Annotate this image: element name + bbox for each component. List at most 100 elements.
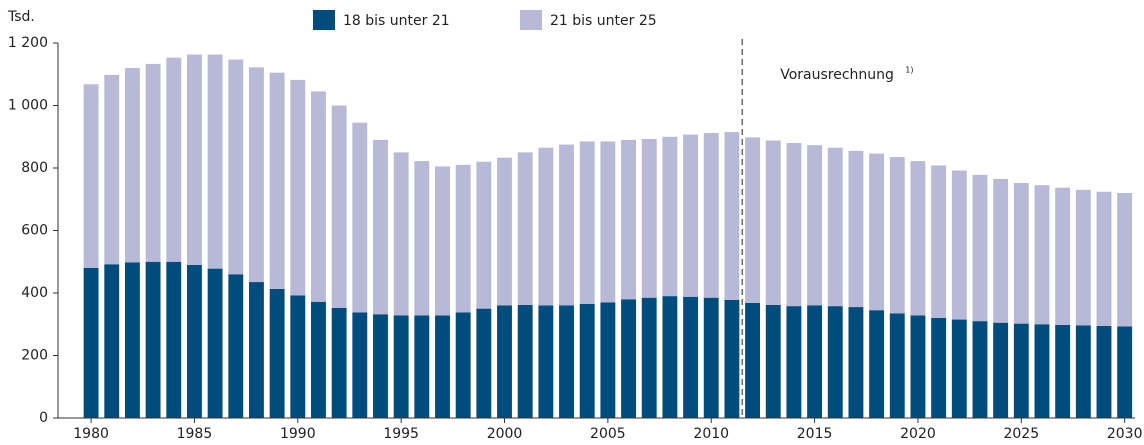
legend-label: 21 bis unter 25 xyxy=(550,13,657,29)
bar-segment xyxy=(745,303,761,418)
bar-segment xyxy=(249,282,264,418)
bar-segment xyxy=(703,133,719,298)
bar-segment xyxy=(517,152,533,305)
y-tick-label: 400 xyxy=(21,285,48,301)
bar-segment xyxy=(641,138,657,298)
bar-segment xyxy=(786,143,802,307)
bar-segment xyxy=(538,147,554,306)
bar-segment xyxy=(124,262,140,418)
bar-segment xyxy=(1117,193,1133,327)
y-tick-label: 0 xyxy=(39,410,48,426)
bar-segment xyxy=(765,140,781,305)
bar-segment xyxy=(290,79,306,296)
bar-segment xyxy=(765,304,781,418)
x-tick-label: 2030 xyxy=(1107,426,1143,441)
bar-segment xyxy=(352,122,368,313)
bar-segment xyxy=(869,310,885,418)
bar-segment xyxy=(621,139,636,300)
x-tick-label: 2020 xyxy=(900,426,936,441)
y-tick-label: 600 xyxy=(21,223,48,239)
bar-segment xyxy=(724,299,740,418)
bar-segment xyxy=(517,304,533,418)
bar-segment xyxy=(827,147,843,307)
bar-segment xyxy=(435,166,450,316)
bar-segment xyxy=(414,161,430,316)
bar-segment xyxy=(600,141,616,303)
x-tick-label: 1990 xyxy=(280,426,316,441)
bar-segment xyxy=(83,268,99,418)
y-tick-label: 200 xyxy=(21,348,48,364)
bar-segment xyxy=(931,165,947,318)
bar-segment xyxy=(186,54,202,265)
bar-segment xyxy=(889,313,905,418)
bar-segment xyxy=(414,315,430,418)
bar-segment xyxy=(662,296,678,418)
bar-segment xyxy=(559,305,574,418)
bar-segment xyxy=(269,72,285,289)
bar-segment xyxy=(889,157,905,314)
bar-segment xyxy=(269,288,285,418)
bar-segment xyxy=(641,297,657,418)
bar-segment xyxy=(827,306,843,418)
bar-segment xyxy=(703,297,719,418)
bar-segment xyxy=(1096,191,1112,326)
bar-segment xyxy=(83,84,99,268)
bar-segment xyxy=(1013,323,1029,418)
x-tick-label: 2025 xyxy=(1003,426,1039,441)
legend-label: 18 bis unter 21 xyxy=(343,13,450,29)
bar-segment xyxy=(166,57,182,262)
bar-segment xyxy=(104,74,120,265)
bar-segment xyxy=(1075,189,1091,326)
bar-segment xyxy=(538,305,554,418)
bar-segment xyxy=(1075,325,1091,418)
bar-segment xyxy=(683,296,698,418)
bar-segment xyxy=(951,319,967,418)
x-tick-label: 1985 xyxy=(177,426,213,441)
bar-segment xyxy=(807,305,823,418)
bar-segment xyxy=(476,161,492,309)
bar-segment xyxy=(352,312,368,418)
y-axis-label: Tsd. xyxy=(7,9,35,25)
bar-segment xyxy=(1034,185,1050,325)
bar-segment xyxy=(228,274,244,418)
bar-segment xyxy=(931,318,947,418)
bar-segment xyxy=(807,145,823,306)
bar-segment xyxy=(207,54,223,269)
bar-segment xyxy=(373,314,388,418)
bar-segment xyxy=(662,136,678,297)
bar-segment xyxy=(972,174,988,322)
bar-segment xyxy=(993,322,1009,418)
bar-segment xyxy=(393,152,409,316)
bar-segment xyxy=(207,268,223,418)
x-tick-label: 2005 xyxy=(590,426,626,441)
bar-segment xyxy=(104,264,120,418)
bar-segment xyxy=(476,308,492,418)
bar-segment xyxy=(331,105,347,308)
bar-segment xyxy=(290,295,306,418)
bar-segment xyxy=(435,315,450,418)
annotation-note: 1) xyxy=(905,66,913,75)
bar-segment xyxy=(869,153,885,311)
bar-segment xyxy=(683,134,698,297)
bar-segment xyxy=(848,307,864,418)
x-tick-label: 1980 xyxy=(73,426,109,441)
x-tick-label: 1995 xyxy=(383,426,419,441)
bar-segment xyxy=(1034,324,1050,418)
bar-segment xyxy=(993,178,1009,323)
x-tick-label: 2010 xyxy=(693,426,729,441)
bar-segment xyxy=(724,132,740,300)
bar-segment xyxy=(455,164,471,313)
bar-segment xyxy=(497,305,512,418)
bar-segment xyxy=(1055,324,1071,418)
bar-segment xyxy=(972,321,988,418)
bar-segment xyxy=(951,170,967,320)
bar-segment xyxy=(1096,325,1112,418)
bar-segment xyxy=(579,303,595,418)
bar-segment xyxy=(600,302,616,418)
annotation: Vorausrechnung xyxy=(780,67,894,83)
bar-segment xyxy=(1055,187,1071,325)
x-tick-label: 2015 xyxy=(797,426,833,441)
y-tick-label: 800 xyxy=(21,160,48,176)
legend-swatch xyxy=(313,10,335,30)
